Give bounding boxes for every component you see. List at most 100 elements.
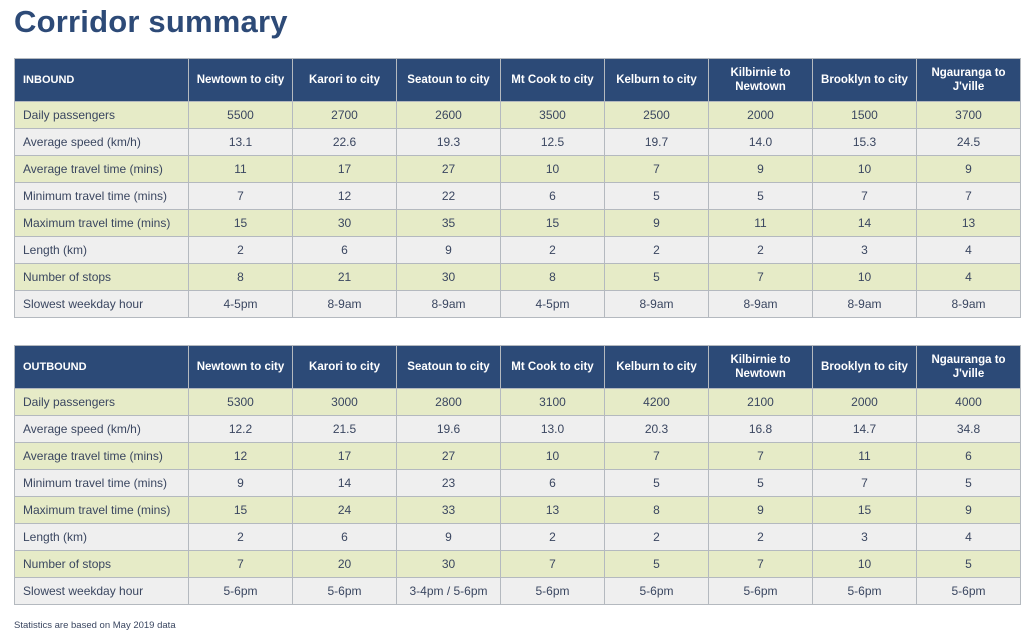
table-cell: 13.0 (500, 415, 605, 443)
table-cell: 16.8 (708, 415, 813, 443)
table-cell: 2800 (396, 388, 501, 416)
table-cell: 30 (396, 263, 501, 291)
table-cell: 4200 (604, 388, 709, 416)
table-cell: 8-9am (604, 290, 709, 318)
table-cell: 7 (188, 182, 293, 210)
table-cell: 12 (188, 442, 293, 470)
table-cell: 19.7 (604, 128, 709, 156)
table-cell: 12.5 (500, 128, 605, 156)
table-row: Average speed (km/h) 13.1 22.6 19.3 12.5 19.7… (14, 128, 1021, 156)
table-cell: 20 (292, 550, 397, 578)
table-cell: 9 (708, 155, 813, 183)
table-cell: 5-6pm (916, 577, 1021, 605)
direction-header: OUTBOUND (14, 345, 189, 389)
row-label: Number of stops (14, 550, 189, 578)
table-cell: 5500 (188, 101, 293, 129)
outbound-table: OUTBOUND Newtown to city Karori to city Sea… (14, 345, 1021, 605)
table-cell: 27 (396, 442, 501, 470)
table-cell: 8 (188, 263, 293, 291)
table-cell: 23 (396, 469, 501, 497)
table-cell: 7 (708, 442, 813, 470)
table-cell: 5-6pm (292, 577, 397, 605)
table-cell: 10 (812, 263, 917, 291)
table-row: Minimum travel time (mins) 9 14 23 6 5 5 7 5 (14, 469, 1021, 497)
table-row: Maximum travel time (mins) 15 30 35 15 9 11 14 1… (14, 209, 1021, 237)
table-cell: 12.2 (188, 415, 293, 443)
table-cell: 6 (292, 236, 397, 264)
table-cell: 9 (396, 523, 501, 551)
table-cell: 14 (292, 469, 397, 497)
column-header: Newtown to city (188, 345, 293, 389)
table-cell: 24.5 (916, 128, 1021, 156)
table-cell: 5 (708, 182, 813, 210)
table-row: Average travel time (mins) 12 17 27 10 7 7 11 6 (14, 442, 1021, 470)
column-header: Seatoun to city (396, 58, 501, 102)
table-cell: 5 (708, 469, 813, 497)
row-label: Length (km) (14, 236, 189, 264)
column-header: Kelburn to city (604, 345, 709, 389)
table-cell: 9 (916, 155, 1021, 183)
table-cell: 13 (500, 496, 605, 524)
table-cell: 6 (500, 469, 605, 497)
table-cell: 13.1 (188, 128, 293, 156)
table-cell: 5 (604, 263, 709, 291)
inbound-table: INBOUND Newtown to city Karori to city Seat… (14, 58, 1021, 318)
table-cell: 3000 (292, 388, 397, 416)
table-cell: 22 (396, 182, 501, 210)
row-label: Maximum travel time (mins) (14, 496, 189, 524)
row-label: Average speed (km/h) (14, 128, 189, 156)
table-cell: 4 (916, 523, 1021, 551)
table-cell: 5-6pm (812, 577, 917, 605)
table-cell: 21 (292, 263, 397, 291)
row-label: Minimum travel time (mins) (14, 182, 189, 210)
table-cell: 11 (812, 442, 917, 470)
column-header: Brooklyn to city (812, 58, 917, 102)
table-cell: 10 (812, 550, 917, 578)
table-cell: 2700 (292, 101, 397, 129)
table-cell: 33 (396, 496, 501, 524)
column-header: Seatoun to city (396, 345, 501, 389)
column-header: Mt Cook to city (500, 58, 605, 102)
table-cell: 4-5pm (500, 290, 605, 318)
table-row: Average travel time (mins) 11 17 27 10 7 9 10 9 (14, 155, 1021, 183)
table-cell: 15 (188, 209, 293, 237)
table-cell: 22.6 (292, 128, 397, 156)
row-label: Average speed (km/h) (14, 415, 189, 443)
row-label: Average travel time (mins) (14, 155, 189, 183)
table-cell: 15 (500, 209, 605, 237)
table-cell: 8-9am (812, 290, 917, 318)
table-cell: 27 (396, 155, 501, 183)
row-label: Number of stops (14, 263, 189, 291)
table-row: Minimum travel time (mins) 7 12 22 6 5 5 7 7 (14, 182, 1021, 210)
table-cell: 4000 (916, 388, 1021, 416)
table-cell: 34.8 (916, 415, 1021, 443)
table-cell: 5 (604, 550, 709, 578)
table-cell: 2 (604, 523, 709, 551)
column-header: Kilbirnie to Newtown (708, 58, 813, 102)
table-row: Number of stops 7 20 30 7 5 7 10 5 (14, 550, 1021, 578)
table-cell: 21.5 (292, 415, 397, 443)
table-cell: 14.0 (708, 128, 813, 156)
table-cell: 19.6 (396, 415, 501, 443)
table-row: Maximum travel time (mins) 15 24 33 13 8 9 15 9 (14, 496, 1021, 524)
table-cell: 4 (916, 236, 1021, 264)
table-cell: 6 (916, 442, 1021, 470)
table-cell: 12 (292, 182, 397, 210)
table-cell: 30 (396, 550, 501, 578)
table-cell: 5-6pm (188, 577, 293, 605)
table-cell: 7 (188, 550, 293, 578)
table-cell: 7 (708, 550, 813, 578)
table-cell: 3 (812, 523, 917, 551)
table-cell: 9 (604, 209, 709, 237)
table-cell: 15.3 (812, 128, 917, 156)
table-cell: 2 (500, 523, 605, 551)
table-cell: 3500 (500, 101, 605, 129)
column-header: Kilbirnie to Newtown (708, 345, 813, 389)
table-cell: 15 (812, 496, 917, 524)
table-cell: 4-5pm (188, 290, 293, 318)
column-header: Ngauranga to J'ville (916, 58, 1021, 102)
row-label: Maximum travel time (mins) (14, 209, 189, 237)
table-cell: 2000 (812, 388, 917, 416)
footnote: Statistics are based on May 2019 data (14, 620, 176, 631)
page-title: Corridor summary (14, 4, 288, 39)
